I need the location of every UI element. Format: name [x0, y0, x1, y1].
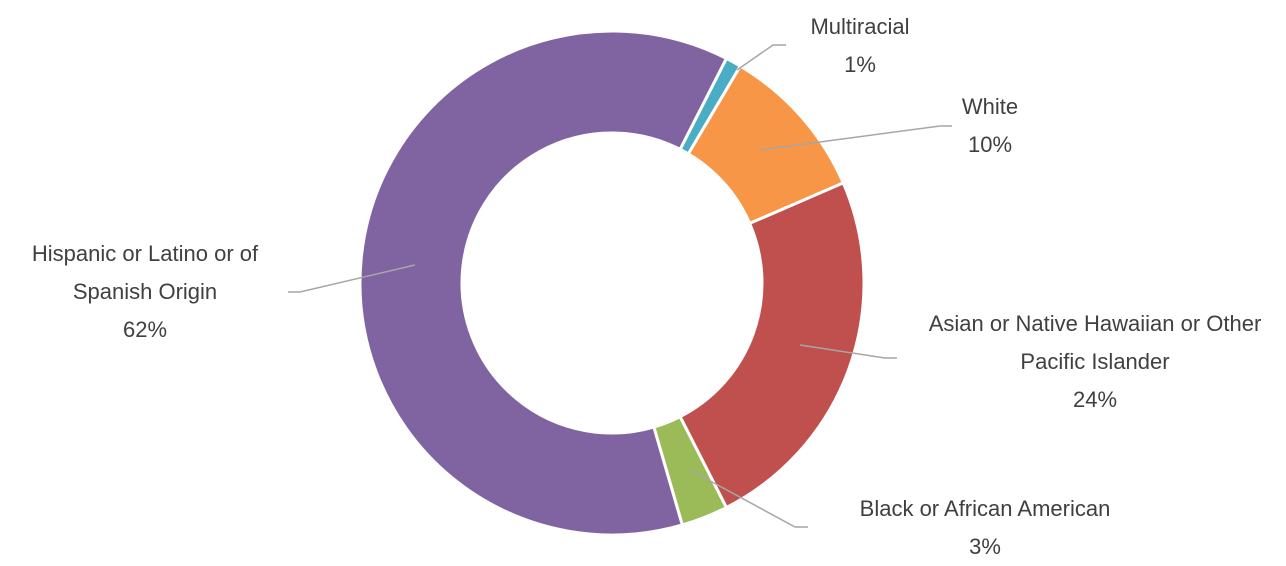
- value-label: 1%: [844, 52, 876, 77]
- value-label: 10%: [967, 132, 1013, 157]
- slice-label: Black or African American 3%: [800, 490, 1170, 566]
- donut-slice: [678, 180, 866, 510]
- value-label: 24%: [1072, 387, 1118, 412]
- category-label: Hispanic or Latino or of Spanish Origin: [31, 241, 259, 304]
- leader-line: [759, 125, 952, 151]
- slice-label: Asian or Native Hawaiian or Other Pacifi…: [905, 305, 1285, 419]
- value-label: 3%: [969, 534, 1001, 559]
- slice-label: Multiracial 1%: [740, 8, 980, 84]
- leader-line: [736, 44, 786, 71]
- value-label: 62%: [122, 317, 168, 342]
- slice-label: Hispanic or Latino or of Spanish Origin 6…: [0, 235, 290, 349]
- category-label: Multiracial: [810, 14, 910, 39]
- category-label: Asian or Native Hawaiian or Other Pacifi…: [928, 311, 1262, 374]
- leader-line: [799, 344, 897, 359]
- slice-label: White 10%: [870, 88, 1110, 164]
- donut-slice: [358, 29, 729, 537]
- leader-line: [288, 264, 416, 293]
- category-label: Black or African American: [859, 496, 1111, 521]
- leader-line: [689, 469, 808, 528]
- category-label: White: [961, 94, 1019, 119]
